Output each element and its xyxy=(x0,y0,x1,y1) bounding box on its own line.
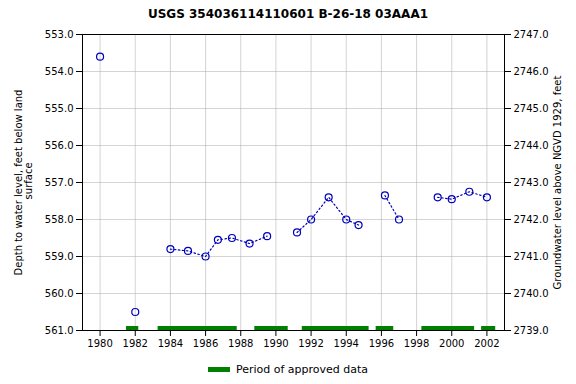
svg-text:559.0: 559.0 xyxy=(45,251,74,262)
svg-text:2002: 2002 xyxy=(474,338,499,349)
html-text:Period of approved data: Period of approved data xyxy=(235,362,369,376)
svg-text:Groundwater level above NGVD 1: Groundwater level above NGVD 1929, feet xyxy=(552,76,563,290)
svg-text:1992: 1992 xyxy=(298,338,323,349)
svg-text:1996: 1996 xyxy=(369,338,394,349)
svg-text:2000: 2000 xyxy=(439,338,464,349)
html-text:USGS 354036114110601 B-26-18 0: USGS 354036114110601 B-26-18 03AAA1 xyxy=(148,7,428,21)
svg-text:553.0: 553.0 xyxy=(45,29,74,40)
svg-text:558.0: 558.0 xyxy=(45,214,74,225)
svg-text:2743.0: 2743.0 xyxy=(514,177,549,188)
svg-text:2745.0: 2745.0 xyxy=(514,103,549,114)
svg-text:1988: 1988 xyxy=(228,338,253,349)
svg-text:1994: 1994 xyxy=(334,338,359,349)
svg-text:2740.0: 2740.0 xyxy=(514,288,549,299)
svg-text:555.0: 555.0 xyxy=(45,103,74,114)
svg-text:1980: 1980 xyxy=(87,338,112,349)
svg-text:1986: 1986 xyxy=(193,338,218,349)
svg-text:556.0: 556.0 xyxy=(45,140,74,151)
svg-text:1990: 1990 xyxy=(263,338,288,349)
svg-text:1984: 1984 xyxy=(158,338,183,349)
svg-text:2742.0: 2742.0 xyxy=(514,214,549,225)
svg-text:1982: 1982 xyxy=(123,338,148,349)
svg-text:2739.0: 2739.0 xyxy=(514,325,549,336)
svg-text:561.0: 561.0 xyxy=(45,325,74,336)
svg-text:2747.0: 2747.0 xyxy=(514,29,549,40)
svg-text:557.0: 557.0 xyxy=(45,177,74,188)
svg-text:2741.0: 2741.0 xyxy=(514,251,549,262)
svg-text:1998: 1998 xyxy=(404,338,429,349)
svg-text:2746.0: 2746.0 xyxy=(514,66,549,77)
svg-text:2744.0: 2744.0 xyxy=(514,140,549,151)
svg-text:Depth to water level, feet bel: Depth to water level, feet below land su… xyxy=(13,90,34,276)
svg-text:560.0: 560.0 xyxy=(45,288,74,299)
svg-text:554.0: 554.0 xyxy=(45,66,74,77)
